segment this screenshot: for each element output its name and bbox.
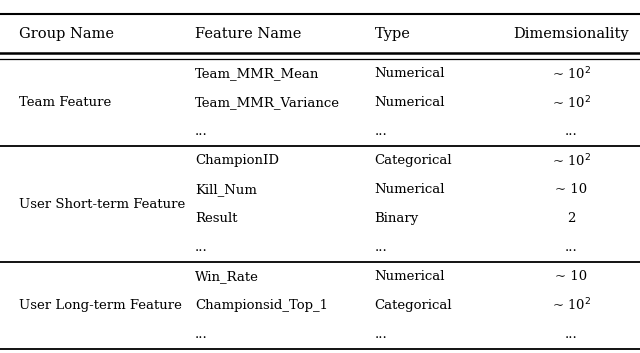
- Text: Dimemsionality: Dimemsionality: [513, 26, 629, 41]
- Text: User Short-term Feature: User Short-term Feature: [19, 198, 186, 210]
- Text: Binary: Binary: [374, 212, 419, 225]
- Text: Feature Name: Feature Name: [195, 26, 301, 41]
- Text: ...: ...: [374, 241, 387, 254]
- Text: Categorical: Categorical: [374, 154, 452, 167]
- Text: Win_Rate: Win_Rate: [195, 270, 259, 283]
- Text: ~ 10$^2$: ~ 10$^2$: [552, 152, 591, 169]
- Text: ...: ...: [195, 125, 208, 138]
- Text: ~ 10$^2$: ~ 10$^2$: [552, 297, 591, 314]
- Text: Group Name: Group Name: [19, 26, 114, 41]
- Text: ...: ...: [195, 241, 208, 254]
- Text: ~ 10$^2$: ~ 10$^2$: [552, 94, 591, 111]
- Text: Kill_Num: Kill_Num: [195, 183, 257, 196]
- Text: ...: ...: [565, 125, 577, 138]
- Text: Team_MMR_Mean: Team_MMR_Mean: [195, 67, 319, 80]
- Text: Numerical: Numerical: [374, 270, 445, 283]
- Text: ...: ...: [374, 125, 387, 138]
- Text: Categorical: Categorical: [374, 299, 452, 312]
- Text: Numerical: Numerical: [374, 96, 445, 109]
- Text: Type: Type: [374, 26, 410, 41]
- Text: ~ 10: ~ 10: [555, 270, 588, 283]
- Text: ~ 10: ~ 10: [555, 183, 588, 196]
- Text: ...: ...: [565, 328, 577, 341]
- Text: Team_MMR_Variance: Team_MMR_Variance: [195, 96, 340, 109]
- Text: 2: 2: [567, 212, 575, 225]
- Text: ...: ...: [195, 328, 208, 341]
- Text: ChampionID: ChampionID: [195, 154, 279, 167]
- Text: Team Feature: Team Feature: [19, 96, 111, 109]
- Text: Numerical: Numerical: [374, 67, 445, 80]
- Text: ...: ...: [565, 241, 577, 254]
- Text: Result: Result: [195, 212, 237, 225]
- Text: ...: ...: [374, 328, 387, 341]
- Text: Championsid_Top_1: Championsid_Top_1: [195, 299, 328, 312]
- Text: ~ 10$^2$: ~ 10$^2$: [552, 65, 591, 82]
- Text: Numerical: Numerical: [374, 183, 445, 196]
- Text: User Long-term Feature: User Long-term Feature: [19, 299, 182, 312]
